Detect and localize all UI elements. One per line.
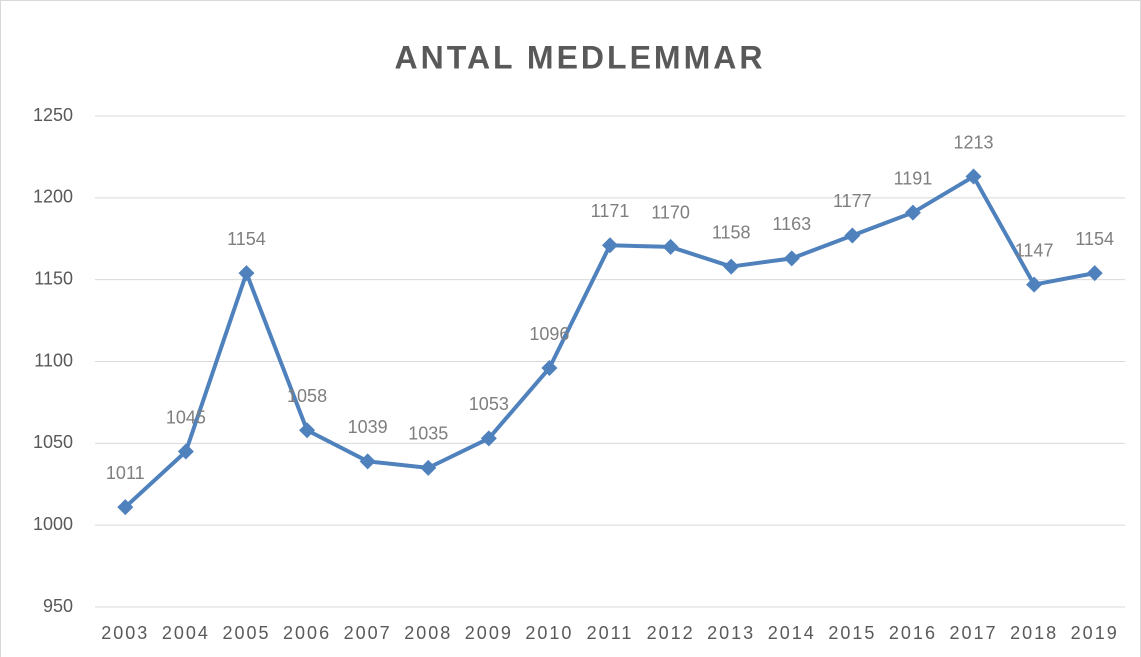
data-label: 1191 bbox=[894, 168, 933, 188]
marker bbox=[662, 238, 679, 255]
data-label: 1035 bbox=[408, 424, 448, 444]
data-label: 1213 bbox=[954, 132, 994, 152]
marker bbox=[177, 443, 194, 460]
marker bbox=[783, 250, 800, 267]
data-label: 1154 bbox=[1075, 229, 1114, 249]
data-label: 1158 bbox=[712, 222, 751, 242]
marker bbox=[723, 258, 740, 275]
marker bbox=[1086, 265, 1103, 282]
y-tick-label: 1200 bbox=[33, 187, 73, 207]
x-tick-label: 2003 bbox=[101, 623, 149, 643]
y-tick-label: 1250 bbox=[33, 105, 73, 125]
marker bbox=[238, 265, 255, 282]
x-tick-label: 2005 bbox=[222, 623, 270, 643]
data-label: 1177 bbox=[833, 191, 872, 211]
marker bbox=[541, 360, 558, 377]
y-tick-label: 1000 bbox=[33, 514, 73, 534]
marker bbox=[1026, 276, 1043, 293]
data-label: 1053 bbox=[469, 394, 509, 414]
y-tick-label: 1050 bbox=[33, 432, 73, 452]
x-tick-label: 2017 bbox=[950, 623, 998, 643]
data-label: 1011 bbox=[106, 463, 145, 483]
data-label: 1147 bbox=[1015, 240, 1054, 260]
x-tick-label: 2014 bbox=[768, 623, 816, 643]
data-label: 1058 bbox=[287, 386, 327, 406]
data-label: 1096 bbox=[529, 324, 569, 344]
marker bbox=[420, 459, 437, 476]
x-tick-label: 2018 bbox=[1010, 623, 1058, 643]
marker bbox=[117, 499, 134, 516]
x-tick-label: 2004 bbox=[162, 623, 210, 643]
y-tick-label: 950 bbox=[43, 596, 73, 616]
data-label: 1045 bbox=[166, 407, 206, 427]
marker bbox=[965, 168, 982, 185]
y-tick-label: 1100 bbox=[34, 350, 73, 370]
marker bbox=[904, 204, 921, 221]
x-tick-label: 2008 bbox=[404, 623, 452, 643]
marker bbox=[359, 453, 376, 470]
marker bbox=[844, 227, 861, 244]
marker bbox=[602, 237, 618, 254]
data-label: 1039 bbox=[348, 417, 388, 437]
x-tick-label: 2012 bbox=[647, 623, 695, 643]
data-label: 1170 bbox=[651, 203, 690, 223]
y-tick-label: 1150 bbox=[34, 268, 73, 288]
data-label: 1171 bbox=[591, 201, 630, 221]
x-tick-label: 2015 bbox=[828, 623, 876, 643]
data-label: 1163 bbox=[772, 214, 811, 234]
x-tick-label: 2006 bbox=[283, 623, 331, 643]
x-tick-label: 2016 bbox=[889, 623, 937, 643]
marker bbox=[480, 430, 497, 447]
marker bbox=[299, 422, 316, 439]
x-tick-label: 2013 bbox=[707, 623, 755, 643]
data-label: 1154 bbox=[227, 229, 266, 249]
x-tick-label: 2009 bbox=[465, 623, 513, 643]
x-tick-label: 2010 bbox=[525, 623, 573, 643]
x-tick-label: 2007 bbox=[344, 623, 392, 643]
chart-title: ANTAL MEDLEMMAR bbox=[395, 39, 766, 75]
x-tick-label: 2019 bbox=[1071, 623, 1119, 643]
x-tick-label: 2011 bbox=[587, 623, 634, 643]
